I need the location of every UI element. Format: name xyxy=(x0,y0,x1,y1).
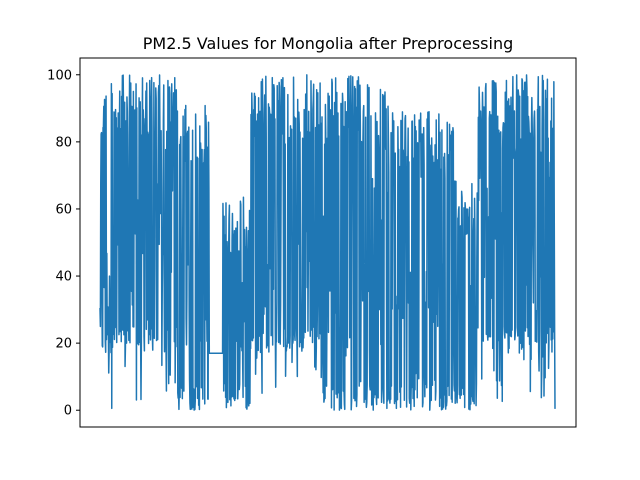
axes-frame xyxy=(79,57,577,428)
y-tick-label: 80 xyxy=(55,135,72,150)
y-tick-label: 40 xyxy=(55,270,72,285)
y-axis: 0 20 40 60 80 100 xyxy=(47,68,80,419)
y-tick-label: 20 xyxy=(55,337,72,352)
y-tick-label: 60 xyxy=(55,202,72,217)
y-tick-label: 0 xyxy=(64,404,72,419)
series-line xyxy=(99,74,556,411)
plot-area xyxy=(99,74,556,411)
y-tick-label: 100 xyxy=(47,68,72,83)
chart-title: PM2.5 Values for Mongolia after Preproce… xyxy=(143,34,514,53)
